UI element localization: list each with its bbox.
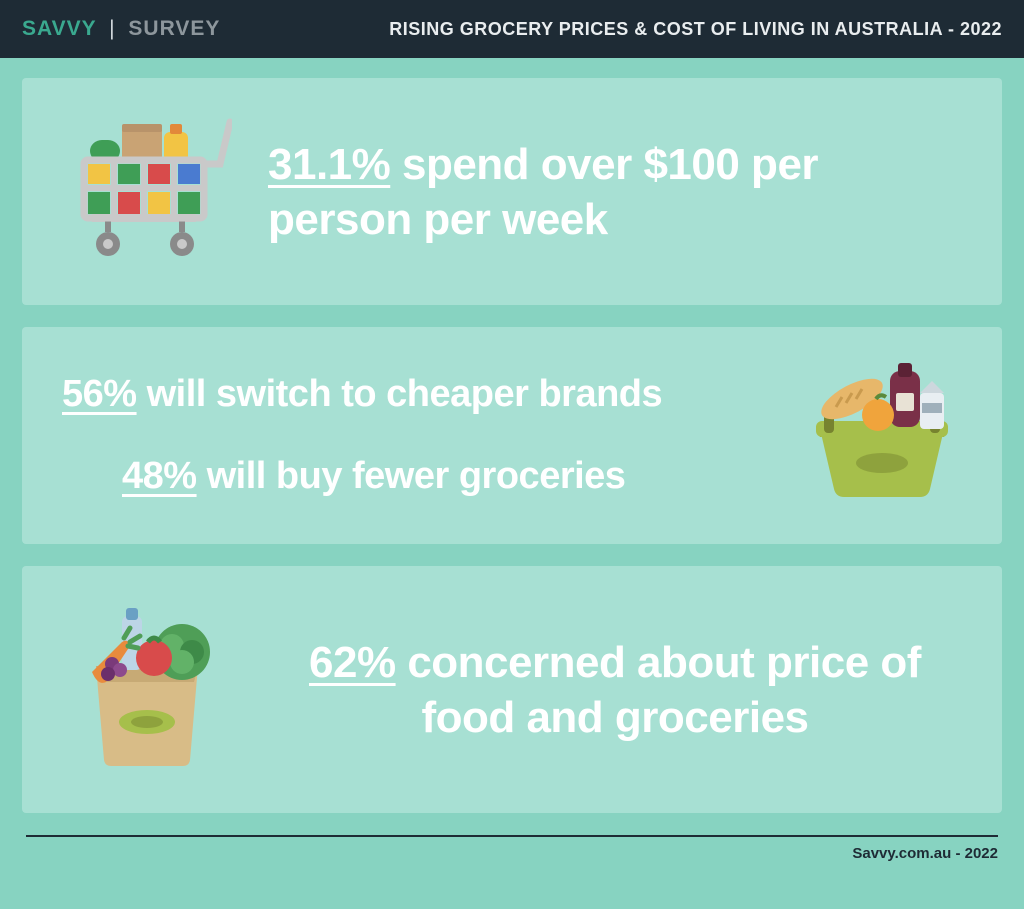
stat-card-spend: 31.1% spend over $100 per person per wee… (22, 78, 1002, 305)
brand-separator: | (103, 17, 121, 40)
grocery-bag-icon (62, 602, 232, 777)
brand-part1: SAVVY (22, 17, 96, 40)
stat-fewer-text: 48% will buy fewer groceries (62, 453, 766, 501)
brand-part2: SURVEY (128, 17, 220, 40)
content: 31.1% spend over $100 per person per wee… (0, 58, 1024, 813)
footer-divider (26, 835, 998, 837)
stat-card-concern: 62% concerned about price of food and gr… (22, 566, 1002, 813)
header-bar: SAVVY | SURVEY RISING GROCERY PRICES & C… (0, 0, 1024, 58)
stat-spend-text: 31.1% spend over $100 per person per wee… (268, 137, 962, 247)
grocery-basket-icon (802, 363, 962, 508)
stat-spend-pct: 31.1% (268, 140, 390, 189)
stat-concern-text: 62% concerned about price of food and gr… (268, 635, 962, 745)
stat-switch-rest: will switch to cheaper brands (137, 373, 663, 415)
shopping-cart-icon (62, 114, 232, 269)
footer-text: Savvy.com.au - 2022 (26, 845, 998, 862)
stat-fewer-rest: will buy fewer groceries (197, 455, 626, 497)
stat-fewer-pct: 48% (122, 455, 197, 497)
stat-concern-pct: 62% (309, 638, 396, 687)
header-title: RISING GROCERY PRICES & COST OF LIVING I… (389, 19, 1002, 40)
brand: SAVVY | SURVEY (22, 17, 220, 41)
stat-concern-rest: concerned about price of food and grocer… (396, 638, 921, 742)
footer: Savvy.com.au - 2022 (0, 835, 1024, 862)
stat-switch-text: 56% will switch to cheaper brands (62, 371, 766, 419)
stat-switch-pct: 56% (62, 373, 137, 415)
stat-card-behaviour: 56% will switch to cheaper brands 48% wi… (22, 327, 1002, 544)
